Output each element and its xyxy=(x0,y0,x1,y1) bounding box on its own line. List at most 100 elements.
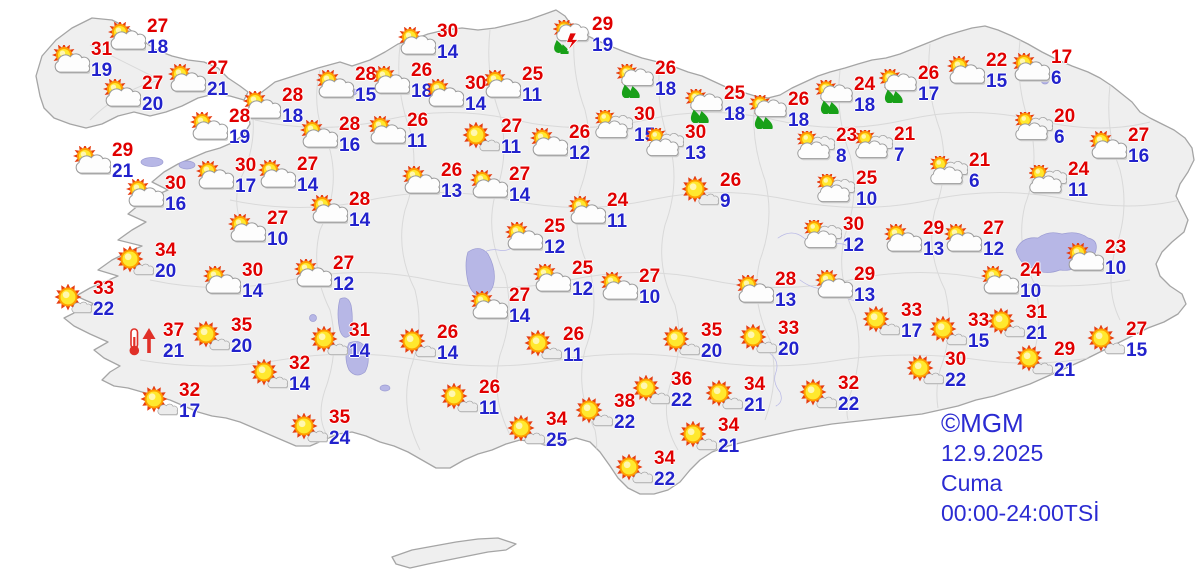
high-temp: 23 xyxy=(1105,237,1127,258)
sun-cloud-rain-icon xyxy=(815,80,853,114)
high-temp: 30 xyxy=(165,173,187,194)
high-temp: 30 xyxy=(945,349,967,370)
weather-station: 34 25 xyxy=(507,409,567,451)
temperature-pair: 27 16 xyxy=(1128,125,1149,167)
low-temp: 21 xyxy=(1054,360,1076,381)
thrace-landmass xyxy=(35,17,249,129)
weather-station: 23 10 xyxy=(1066,237,1127,279)
lake-ulubat xyxy=(140,157,164,167)
high-temp: 27 xyxy=(983,218,1005,239)
weather-station: 27 21 xyxy=(168,58,228,100)
sunny-small-cloud-icon xyxy=(116,246,154,280)
sunny-small-cloud-icon xyxy=(290,413,328,447)
temperature-pair: 34 21 xyxy=(744,374,766,416)
temperature-pair: 26 17 xyxy=(918,63,939,105)
sun-behind-cloud-icon xyxy=(168,64,206,98)
forecast-time-range: 00:00-24:00TSİ xyxy=(941,500,1100,526)
sun-behind-cloud-icon xyxy=(52,45,90,79)
low-temp: 18 xyxy=(655,79,677,100)
temperature-pair: 38 22 xyxy=(614,391,636,433)
lake-egirdir xyxy=(337,297,353,338)
cyprus-landmass xyxy=(391,537,517,569)
temperature-pair: 28 13 xyxy=(775,269,796,311)
temperature-pair: 27 10 xyxy=(639,266,660,308)
temperature-pair: 33 22 xyxy=(93,278,114,320)
high-temp: 24 xyxy=(1020,260,1042,281)
low-temp: 17 xyxy=(179,401,201,422)
sun-behind-cloud-icon xyxy=(815,270,853,304)
low-temp: 12 xyxy=(333,274,355,295)
weather-station: 25 10 xyxy=(817,168,878,210)
low-temp: 14 xyxy=(509,306,531,327)
sun-behind-cloud-icon xyxy=(981,266,1019,300)
high-temp: 30 xyxy=(235,155,257,176)
low-temp: 10 xyxy=(1105,258,1127,279)
temperature-pair: 30 13 xyxy=(685,122,706,164)
low-temp: 21 xyxy=(718,436,740,457)
low-temp: 10 xyxy=(1020,281,1042,302)
weather-station: 29 21 xyxy=(1015,339,1076,381)
weather-station: 32 17 xyxy=(140,380,201,422)
sun-behind-cloud-icon xyxy=(126,179,164,213)
sun-behind-two-clouds-icon xyxy=(930,156,968,190)
low-temp: 22 xyxy=(614,412,636,433)
temperature-pair: 29 13 xyxy=(923,218,944,260)
high-temp: 34 xyxy=(718,415,740,436)
high-temp: 26 xyxy=(569,122,591,143)
ataturk-dam xyxy=(767,351,782,407)
sunny-small-cloud-icon xyxy=(54,284,92,318)
weather-station: 22 15 xyxy=(947,50,1007,92)
low-temp: 14 xyxy=(349,210,371,231)
sunny-small-cloud-icon xyxy=(575,397,613,431)
low-temp: 12 xyxy=(843,235,865,256)
weather-station: 27 16 xyxy=(1089,125,1149,167)
high-temp: 28 xyxy=(339,114,361,135)
high-temp: 28 xyxy=(282,85,304,106)
temperature-pair: 27 21 xyxy=(207,58,228,100)
temperature-pair: 17 6 xyxy=(1051,47,1072,89)
low-temp: 18 xyxy=(411,81,433,102)
sunny-small-cloud-icon xyxy=(987,308,1025,342)
sun-behind-cloud-icon xyxy=(243,91,281,125)
high-temp: 34 xyxy=(546,409,568,430)
weather-station: 24 11 xyxy=(568,190,628,232)
temperature-pair: 30 17 xyxy=(235,155,256,197)
temperature-pair: 33 20 xyxy=(778,318,799,360)
high-temp: 26 xyxy=(563,324,585,345)
low-temp: 20 xyxy=(701,341,723,362)
high-temp: 32 xyxy=(289,353,311,374)
sun-behind-cloud-icon xyxy=(1089,131,1127,165)
temperature-pair: 30 16 xyxy=(165,173,186,215)
sun-cloud-rain-icon xyxy=(879,69,917,103)
low-temp: 11 xyxy=(522,85,543,106)
high-temp: 31 xyxy=(1026,302,1048,323)
weather-station: 27 12 xyxy=(294,253,355,295)
temperature-pair: 27 20 xyxy=(142,73,163,115)
low-temp: 22 xyxy=(654,469,676,490)
weather-station: 26 13 xyxy=(402,160,462,202)
sunny-small-cloud-icon xyxy=(462,122,500,156)
high-temp: 25 xyxy=(856,168,878,189)
low-temp: 21 xyxy=(744,395,766,416)
weather-station: 27 10 xyxy=(600,266,660,308)
low-temp: 21 xyxy=(112,161,134,182)
temperature-pair: 30 12 xyxy=(843,214,865,256)
low-temp: 11 xyxy=(1068,180,1089,201)
sunny-small-cloud-icon xyxy=(906,355,944,389)
weather-station: 27 14 xyxy=(470,285,531,327)
low-temp: 14 xyxy=(437,42,459,63)
weather-station: 30 14 xyxy=(426,73,487,115)
low-temp: 14 xyxy=(465,94,487,115)
weather-station: 30 22 xyxy=(906,349,966,391)
sun-behind-cloud-icon xyxy=(1012,53,1050,87)
low-temp: 10 xyxy=(856,189,878,210)
high-temp: 26 xyxy=(437,322,459,343)
temperature-pair: 26 18 xyxy=(655,58,677,100)
high-temp: 34 xyxy=(654,448,676,469)
weather-station: 29 21 xyxy=(73,140,134,182)
sun-behind-cloud-icon xyxy=(103,79,141,113)
sun-behind-two-clouds-icon xyxy=(1029,165,1067,199)
temperature-pair: 21 7 xyxy=(894,124,915,166)
weather-station: 26 11 xyxy=(368,110,428,152)
